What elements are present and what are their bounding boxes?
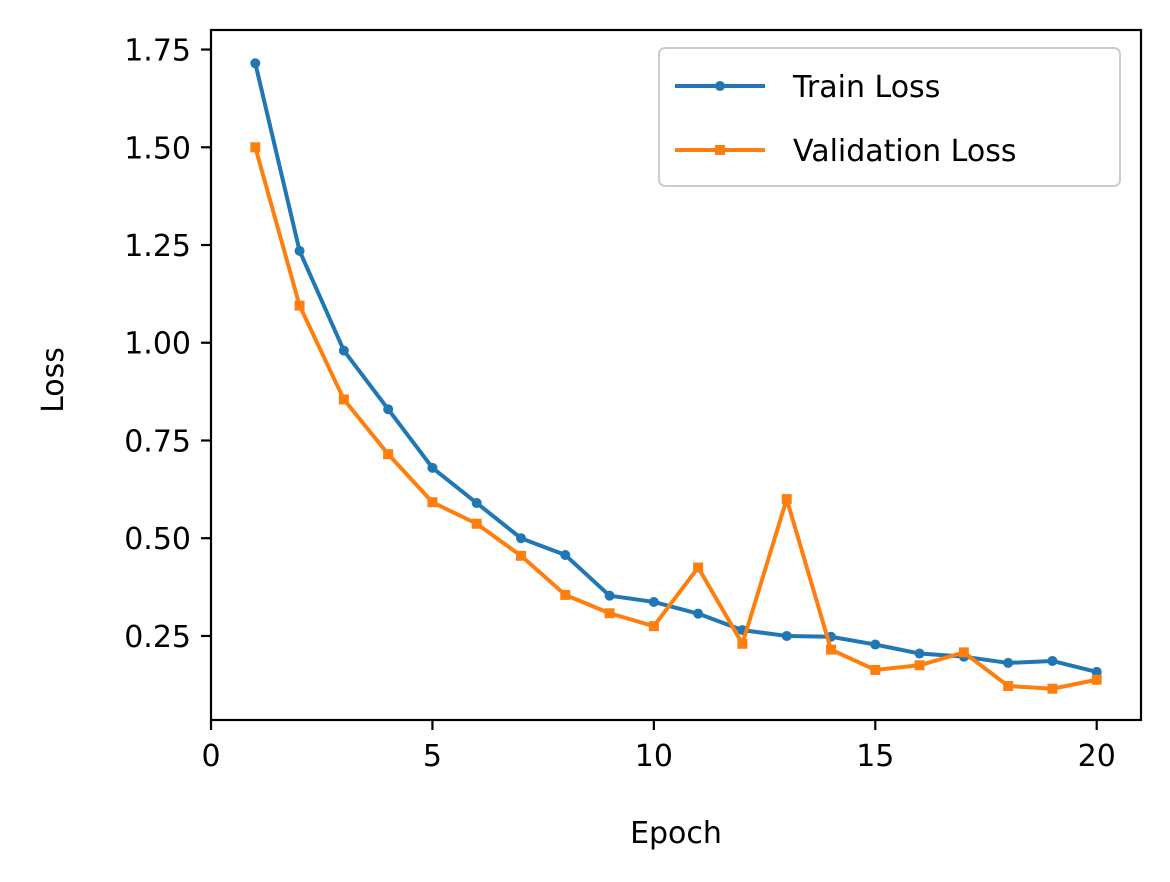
y-tick-label: 1.75 [124,34,191,69]
y-tick-label: 0.50 [124,522,191,557]
train-loss-point [781,630,792,641]
train-loss-point [516,533,526,544]
x-axis-label: Epoch [630,816,722,851]
validation-loss-point [870,664,881,675]
train-loss-point [471,498,482,509]
train-loss-point [294,245,305,256]
validation-loss-point [471,518,482,529]
validation-loss-point [560,589,571,600]
train-loss-point [648,596,659,607]
validation-loss-point [294,300,305,311]
train-loss-point [1003,657,1014,668]
train-loss-point [693,608,704,619]
legend-label-validation: Validation Loss [793,134,1016,169]
validation-loss-point [1003,680,1014,691]
train-loss-point [1047,655,1058,666]
validation-loss-point [958,647,969,658]
x-tick-label: 5 [423,739,442,774]
validation-loss-point [1047,683,1058,694]
validation-loss-point [383,449,394,460]
validation-loss-point [1091,674,1102,685]
validation-loss-point [826,644,836,655]
train-loss-point [604,590,615,601]
train-loss-point [870,639,881,650]
validation-loss-line [253,145,1099,691]
legend-label-train: Train Loss [792,70,940,105]
x-tick-label: 20 [1078,739,1116,774]
legend-frame [658,47,1121,187]
validation-loss-point [648,621,659,632]
train-loss-point [1091,666,1102,677]
validation-loss-point [781,494,792,505]
legend-swatch-validation-marker [715,145,725,155]
x-ticks: 0 5 10 15 20 [201,720,1116,774]
validation-loss-point [737,638,748,649]
validation-loss-point [250,142,261,153]
legend-swatch-train-marker [715,81,725,91]
validation-loss-point [693,562,704,573]
plot-area-frame [209,28,1143,722]
y-ticks: 0.25 0.50 0.75 1.00 1.25 1.50 1.75 [124,34,211,655]
train-loss-point [250,58,261,69]
series-validation-loss [250,142,1102,694]
train-loss-point [427,462,438,473]
legend: Train Loss Validation Loss [658,47,1121,187]
validation-loss-point [427,497,438,508]
y-tick-label: 0.75 [124,424,191,459]
series-layer [250,58,1102,694]
train-loss-point [338,345,349,356]
validation-loss-point [604,608,615,619]
y-tick-label: 1.25 [124,229,191,264]
train-loss-point [914,648,925,659]
y-tick-label: 0.25 [124,620,191,655]
validation-loss-point [516,550,526,561]
validation-loss-point [338,394,349,405]
train-loss-point [383,404,394,415]
y-axis-label: Loss [36,347,71,413]
x-tick-label: 10 [635,739,673,774]
validation-loss-point [914,660,925,671]
train-loss-point [560,550,571,561]
y-tick-label: 1.00 [124,327,191,362]
y-tick-label: 1.50 [124,131,191,166]
x-tick-label: 0 [201,739,220,774]
x-tick-label: 15 [856,739,894,774]
